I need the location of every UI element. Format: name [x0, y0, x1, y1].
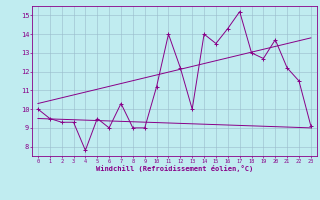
- X-axis label: Windchill (Refroidissement éolien,°C): Windchill (Refroidissement éolien,°C): [96, 165, 253, 172]
